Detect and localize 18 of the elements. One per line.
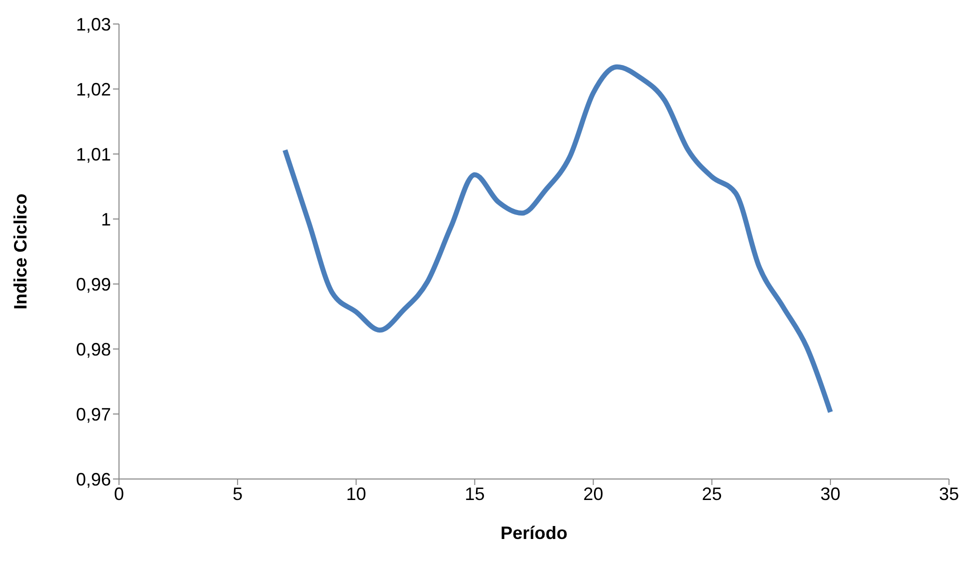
x-tick-label: 25	[702, 484, 722, 504]
y-tick-label: 1,03	[76, 14, 111, 34]
x-axis-title: Período	[500, 523, 568, 543]
x-tick-label: 10	[346, 484, 366, 504]
x-tick-label: 30	[820, 484, 840, 504]
y-axis-title: Indice Ciclico	[10, 193, 30, 310]
x-tick-label: 15	[464, 484, 485, 504]
y-tick-label: 1,02	[76, 79, 111, 100]
x-tick-label: 20	[583, 484, 604, 504]
y-tick-label: 0,98	[76, 339, 111, 360]
x-tick-label: 5	[232, 484, 243, 504]
y-tick-label: 0,96	[76, 469, 111, 490]
x-tick-label: 0	[114, 484, 124, 504]
x-tick-label: 35	[938, 484, 960, 504]
y-tick-label: 0,99	[76, 274, 111, 294]
y-tick-label: 1,01	[76, 144, 111, 164]
y-tick-label: 0,97	[76, 404, 111, 424]
y-tick-label: 1	[100, 209, 111, 230]
